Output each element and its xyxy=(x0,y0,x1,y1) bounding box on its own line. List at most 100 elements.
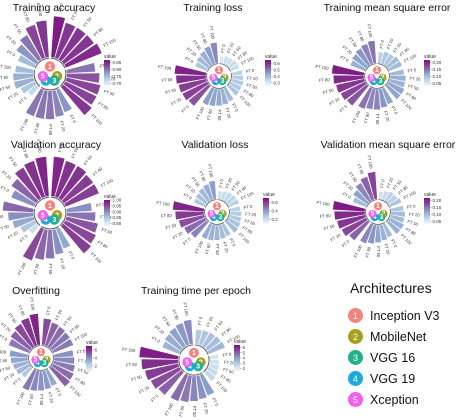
bar xyxy=(387,194,398,205)
category-label: FT 20 xyxy=(202,402,210,414)
category-label: FT 0 xyxy=(339,54,349,63)
sector-ring xyxy=(34,368,48,371)
category-label: FT 20 xyxy=(54,308,63,321)
colorbar-tick-label: 0.90 xyxy=(113,209,122,214)
arch-badge xyxy=(31,355,40,364)
sector-ring xyxy=(226,72,232,86)
bar xyxy=(208,180,217,200)
colorbar-tick-label: 0.3 xyxy=(274,80,281,85)
bar xyxy=(367,40,377,64)
bar xyxy=(196,375,207,400)
bar xyxy=(170,373,189,402)
sector-ring xyxy=(48,354,54,368)
category-label: FT 100 xyxy=(158,64,172,71)
category-label: FT 50 xyxy=(246,82,259,90)
arch-badge xyxy=(189,347,199,358)
category-label: FT 100 xyxy=(122,346,136,353)
colorbar-title: value xyxy=(424,192,436,198)
bar xyxy=(47,326,66,349)
arch-badge-number: 3 xyxy=(379,214,383,221)
colorbar-title: value xyxy=(234,339,246,345)
bar xyxy=(13,73,34,81)
bar xyxy=(232,75,244,81)
sector-ring xyxy=(365,63,377,72)
category-label: FT 80 xyxy=(0,214,4,220)
arch-badge-number: 1 xyxy=(48,64,52,71)
bar xyxy=(25,24,45,60)
bar xyxy=(226,195,237,205)
bar xyxy=(352,54,368,69)
arch-badge-number: 4 xyxy=(212,214,216,221)
sector-ring xyxy=(185,372,203,376)
arch-badge-number: 5 xyxy=(33,357,37,364)
bar xyxy=(225,57,233,67)
bar xyxy=(24,160,45,199)
bar xyxy=(51,16,66,58)
bar xyxy=(221,223,231,237)
colorbar-tick-label: 0.20 xyxy=(433,198,442,203)
category-label: FT 100 xyxy=(353,244,364,259)
category-label: FT 20 xyxy=(383,243,391,255)
bar xyxy=(337,214,366,229)
category-label: FT 0 xyxy=(341,238,351,248)
bar xyxy=(52,229,64,255)
bar xyxy=(216,89,222,106)
bar xyxy=(204,370,216,381)
bar xyxy=(178,214,205,228)
sector-ring xyxy=(210,222,224,225)
arch-badge-number: 5 xyxy=(370,211,374,218)
sector-ring xyxy=(34,196,50,208)
category-label: FT 80 xyxy=(220,326,232,337)
colorbar xyxy=(86,346,92,372)
bar xyxy=(386,220,401,235)
bar xyxy=(390,205,404,212)
category-label: FT 20 xyxy=(247,75,259,81)
category-label: FT 80 xyxy=(405,226,417,236)
colorbar-title: value xyxy=(86,340,98,346)
sector-ring xyxy=(384,72,390,86)
category-label: FT 50 xyxy=(407,219,420,227)
category-label: FT 80 xyxy=(356,163,365,176)
legend-dot-3: 3 xyxy=(348,350,363,365)
category-label: FT 100 xyxy=(156,200,170,207)
bar xyxy=(388,61,403,72)
arch-badge-number: 5 xyxy=(211,75,215,82)
legend-label: VGG 19 xyxy=(370,371,416,386)
category-label: FT 50 xyxy=(213,319,224,331)
category-label: FT 20 xyxy=(386,37,395,50)
sector-ring xyxy=(385,208,391,222)
sector-ring xyxy=(194,344,209,355)
bar xyxy=(390,75,406,82)
arch-badge xyxy=(193,361,204,372)
category-label: FT 50 xyxy=(62,314,73,326)
colorbar-tick-label: 0.70 xyxy=(113,81,122,86)
bar xyxy=(61,35,94,65)
category-label: FT 50 xyxy=(192,39,203,51)
bar xyxy=(21,317,38,347)
category-label: FT 20 xyxy=(70,146,79,159)
arch-badge xyxy=(36,348,46,357)
bar xyxy=(227,217,241,228)
bar xyxy=(391,211,406,217)
category-label: FT 80 xyxy=(0,75,9,81)
bar xyxy=(162,341,181,354)
category-label: FT 50 xyxy=(244,218,257,226)
sector-ring xyxy=(366,199,378,208)
legend-label: VGG 16 xyxy=(370,350,416,365)
bar xyxy=(367,224,377,244)
bar xyxy=(206,367,218,376)
category-label: FT 20 xyxy=(224,107,232,119)
bar xyxy=(341,217,368,237)
bar xyxy=(45,369,57,387)
colorbar-title: value xyxy=(263,192,275,198)
bar xyxy=(219,56,225,64)
arch-badge xyxy=(214,66,224,75)
bar xyxy=(381,190,389,201)
bar xyxy=(36,20,49,58)
arch-badge-number: 5 xyxy=(369,75,373,82)
category-label: FT 100 xyxy=(403,189,418,200)
bar xyxy=(390,214,405,223)
